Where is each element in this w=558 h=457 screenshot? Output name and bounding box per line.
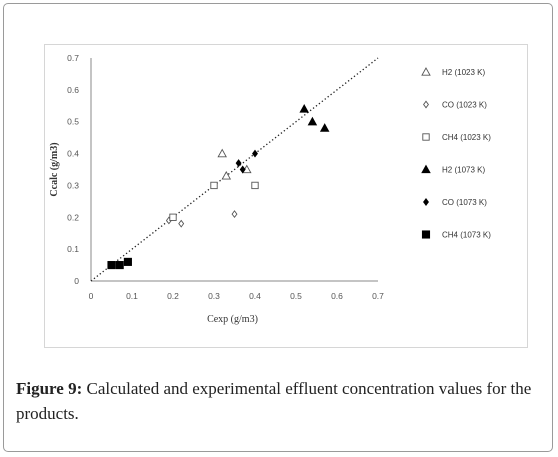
data-point (210, 181, 218, 190)
x-tick-label: 0.5 (290, 291, 302, 301)
data-point (299, 104, 309, 113)
x-tick-label: 0 (89, 291, 94, 301)
data-point (169, 213, 177, 221)
legend-label: CH4 (1073 K) (442, 231, 491, 240)
x-tick-label: 0.7 (372, 291, 384, 301)
reference-line-group (90, 57, 379, 282)
legend-label: CO (1073 K) (442, 198, 487, 207)
x-tick-label: 0.6 (331, 291, 343, 301)
legend-marker (423, 198, 429, 206)
data-point (307, 116, 318, 126)
legend-item: CO (1073 K) (423, 198, 487, 207)
data-point (231, 210, 238, 219)
data-point (252, 149, 258, 158)
legend-item: H2 (1073 K) (421, 164, 485, 175)
data-point (221, 170, 232, 180)
legend-marker (421, 67, 431, 76)
legend-marker (423, 100, 429, 109)
x-tick-label: 0.3 (208, 291, 220, 301)
x-tick-label: 0.4 (249, 291, 261, 301)
figure-frame: 0 0.1 0.2 0.3 0.4 0.5 0.6 0.7 0 0.1 0.2 0.3 0.4 0.5 0.… (3, 3, 553, 452)
chart-area-border (44, 44, 528, 348)
series-group (217, 148, 252, 180)
x-axis-title: Cexp (g/m3) (207, 314, 258, 325)
x-tick-label: 0.2 (167, 291, 179, 301)
y-tick-label: 0.5 (67, 117, 79, 127)
legend-label: H2 (1073 K) (442, 166, 485, 175)
data-point (107, 261, 116, 270)
legend-label: CH4 (1023 K) (442, 133, 491, 142)
legend-marker (421, 164, 431, 174)
data-point (123, 257, 132, 266)
y-tick-label: 0.6 (67, 85, 79, 95)
series-group (299, 104, 330, 132)
series-group (107, 257, 132, 270)
legend-item: CH4 (1023 K) (422, 133, 491, 142)
data-points (107, 104, 330, 270)
figure-caption: Figure 9: Calculated and experimental ef… (16, 376, 546, 426)
data-point (235, 159, 242, 168)
legend-marker (421, 230, 431, 239)
legend-item: CO (1023 K) (423, 100, 487, 110)
y-tick-label: 0.3 (67, 180, 79, 190)
figure-caption-text: Calculated and experimental effluent con… (16, 379, 532, 423)
series-group (165, 210, 238, 228)
scatter-chart: 0 0.1 0.2 0.3 0.4 0.5 0.6 0.7 0 0.1 0.2 0.3 0.4 0.5 0.… (49, 53, 491, 325)
y-tick-label: 0.4 (67, 149, 79, 159)
figure-label: Figure 9: (16, 379, 83, 398)
data-point (239, 165, 246, 174)
data-point (251, 181, 259, 190)
series-group (169, 181, 259, 221)
y-tick-label: 0.2 (67, 212, 79, 222)
series-group (235, 149, 258, 174)
legend-label: H2 (1023 K) (442, 68, 485, 77)
y-axis-title: Ccalc (g/m3) (49, 142, 60, 196)
legend-item: H2 (1023 K) (421, 67, 485, 77)
data-point (178, 219, 185, 228)
data-point (115, 261, 124, 270)
y-tick-label: 0 (74, 276, 79, 286)
reference-line (90, 57, 379, 282)
legend-marker (422, 133, 430, 141)
y-tick-label: 0.1 (67, 244, 79, 254)
y-tick-label: 0.7 (67, 53, 79, 63)
data-point (319, 123, 330, 132)
legend-label: CO (1023 K) (442, 101, 487, 110)
axes: 0 0.1 0.2 0.3 0.4 0.5 0.6 0.7 0 0.1 0.2 0.3 0.4 0.5 0.… (49, 53, 384, 325)
data-point (217, 148, 227, 158)
legend-item: CH4 (1073 K) (421, 230, 491, 240)
x-tick-label: 0.1 (126, 291, 138, 301)
legend: H2 (1023 K) CO (1023 K) CH4 (1023 K) H2 (10… (421, 67, 491, 240)
